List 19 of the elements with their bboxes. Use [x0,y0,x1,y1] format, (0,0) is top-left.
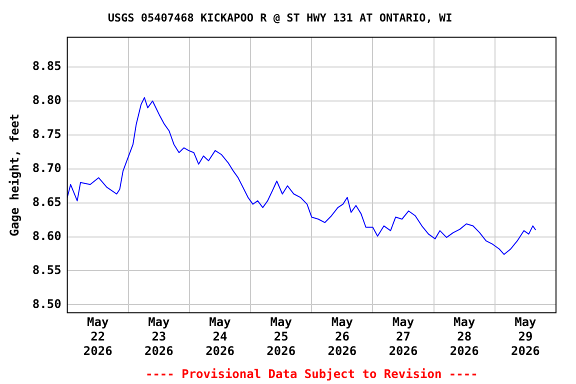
text: ---- Provisional Data Subject to Revision ---- [145,367,478,382]
y-tick-label: 8.85 [32,59,62,74]
x-tick-label: May 26 2026 [328,315,357,358]
y-tick-label: 8.75 [32,127,62,142]
y-tick-label: 8.70 [32,161,62,176]
chart-title: USGS 05407468 KICKAPOO R @ ST HWY 131 AT ONTARIO, WI [108,11,452,24]
y-tick-label: 8.50 [32,296,62,311]
x-tick-label: May 27 2026 [388,315,418,358]
x-tick-label: May 22 2026 [83,315,112,358]
x-tick-label: May 28 2026 [450,315,479,358]
y-axis-title: Gage height, feet [7,114,22,236]
x-tick-label: May 29 2026 [511,315,540,358]
y-tick-label: 8.80 [32,93,62,108]
x-tick-label: May 25 2026 [266,315,296,358]
x-tick-label: May 24 2026 [206,315,234,358]
x-tick-label: May 23 2026 [144,315,174,358]
y-tick-label: 8.55 [32,262,62,277]
y-tick-label: 8.65 [32,194,62,209]
y-tick-label: 8.60 [32,228,62,243]
